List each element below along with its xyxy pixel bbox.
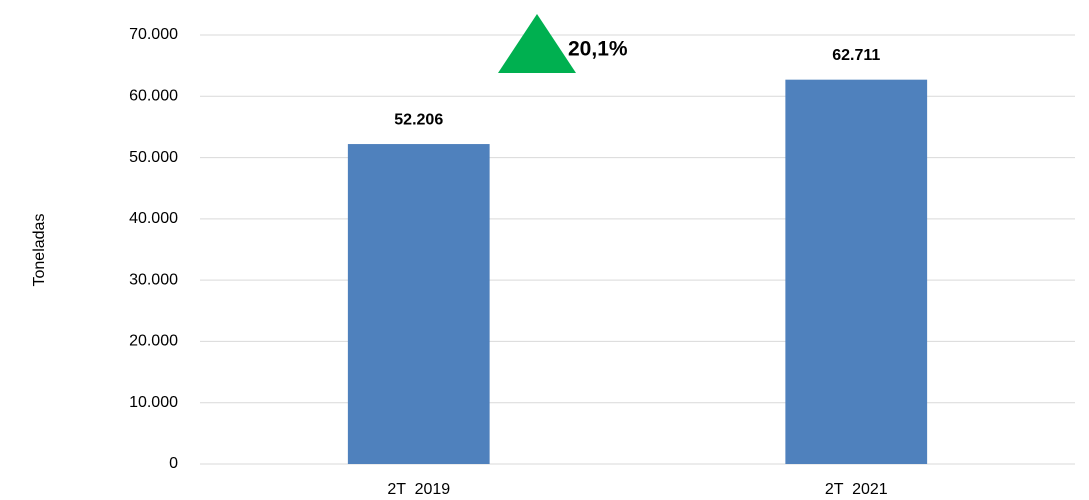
y-tick-label: 30.000: [129, 271, 178, 288]
bar: [347, 144, 490, 464]
y-axis-label: Toneladas: [31, 214, 48, 287]
up-triangle: [498, 14, 576, 73]
x-tick-label: 2T 2021: [825, 481, 888, 498]
y-tick-label: 60.000: [129, 88, 178, 105]
y-tick-label: 50.000: [129, 149, 178, 166]
bar: [785, 79, 928, 465]
annotation: 20,1%: [568, 38, 628, 61]
y-tick-label: 70.000: [129, 26, 178, 43]
data-label: 62.711: [832, 47, 880, 64]
y-tick-label: 10.000: [129, 394, 178, 411]
x-tick-label: 2T 2019: [387, 481, 450, 498]
y-tick-label: 40.000: [129, 210, 178, 227]
data-label: 52.206: [394, 111, 443, 128]
y-tick-label: 0: [169, 455, 178, 472]
y-tick-label: 20.000: [129, 333, 178, 350]
